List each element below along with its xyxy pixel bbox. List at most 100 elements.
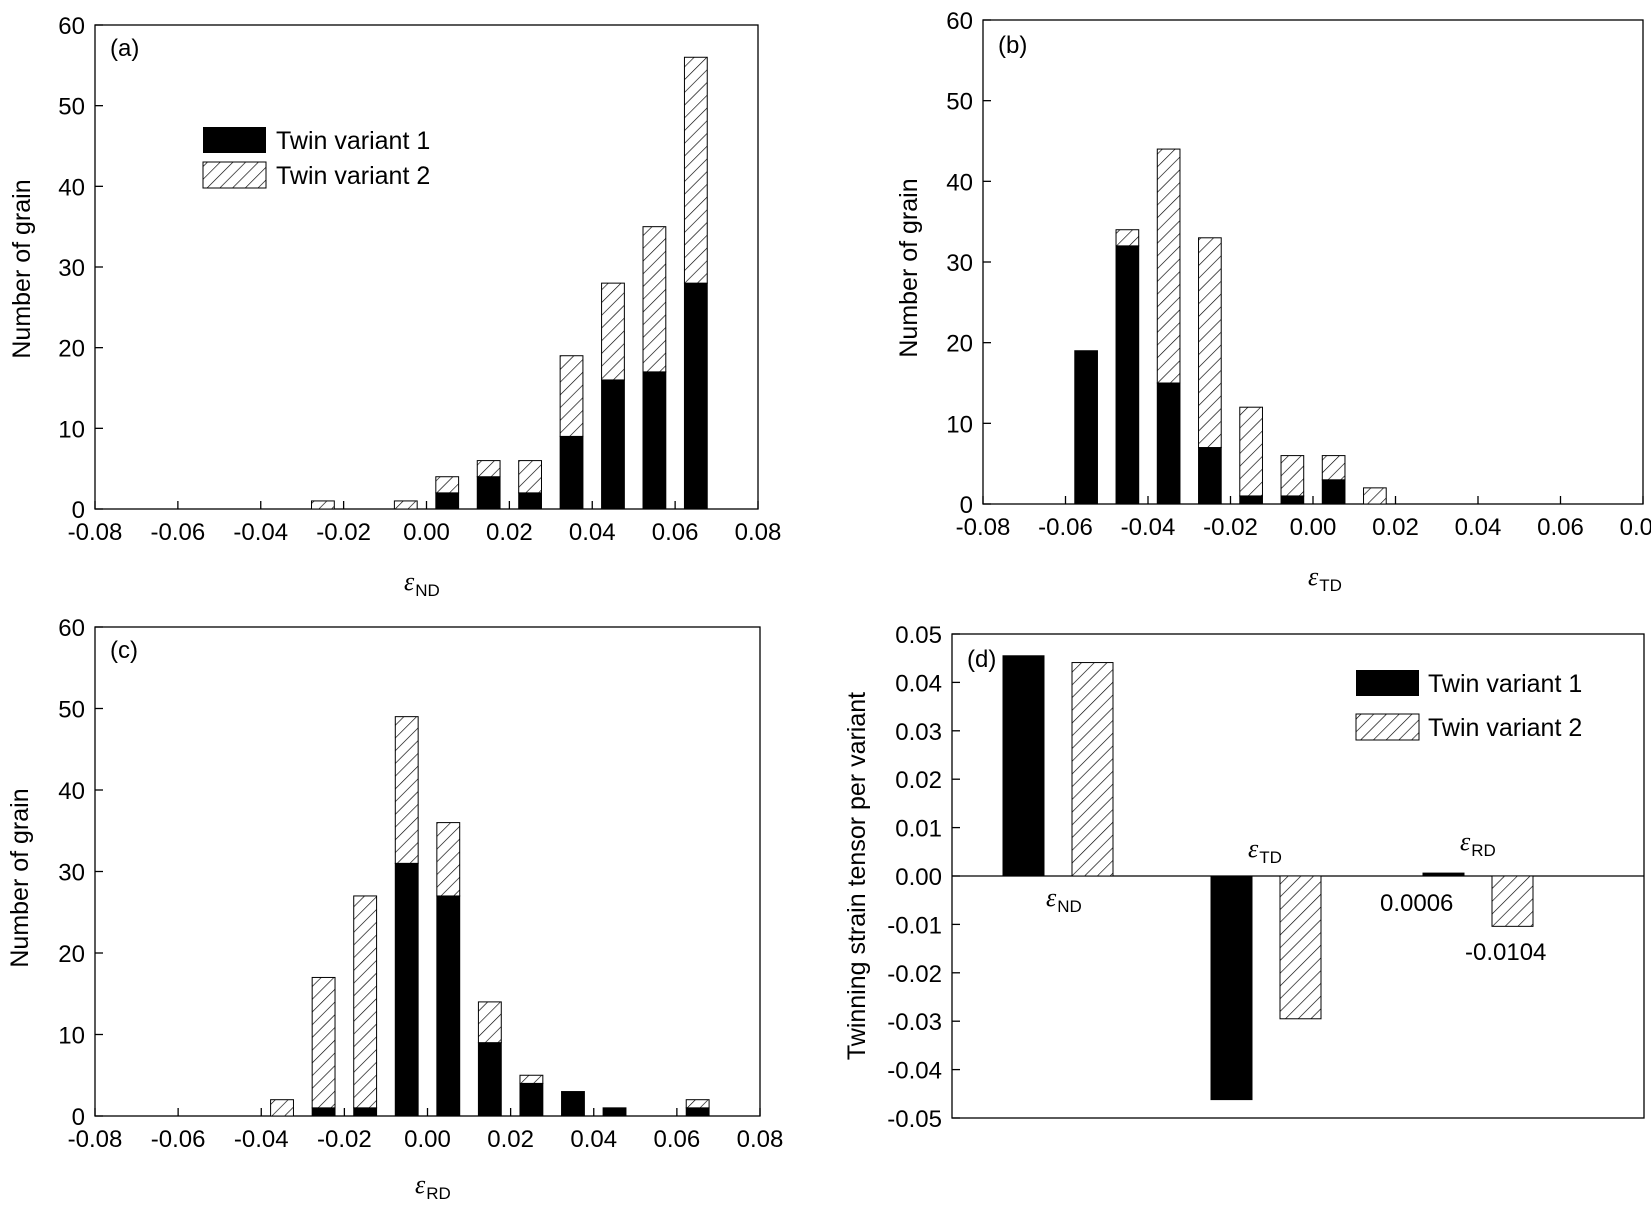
bar-variant-1 xyxy=(477,1042,502,1117)
panel-label-a: (a) xyxy=(110,35,139,62)
y-ticks-d: -0.05 -0.04 -0.03 -0.02 -0.01 0.00 0.01 0.02 0.0… xyxy=(887,622,960,1133)
bar-variant-2 xyxy=(685,1099,710,1109)
bars-c xyxy=(270,716,710,1117)
y-axis-title-d: Twinning strain tensor per variant xyxy=(843,692,871,1060)
x-tick-label: 0.06 xyxy=(652,519,699,546)
y-tick-label: -0.03 xyxy=(887,1009,942,1036)
x-tick-label: -0.04 xyxy=(234,1126,289,1153)
bar-variant-1 xyxy=(559,435,584,510)
bar-variant-2 xyxy=(683,56,708,284)
panel-label-d: (d) xyxy=(967,646,996,673)
x-tick-label: -0.06 xyxy=(1038,514,1093,541)
category-label-nd: εND xyxy=(1046,883,1082,916)
legend-swatch-variant-1-d xyxy=(1356,670,1419,696)
bar-variant-1 xyxy=(435,492,460,510)
bar-variant-2 xyxy=(601,282,625,381)
annotation-rd-variant-2: -0.0104 xyxy=(1465,939,1546,966)
bar-variant-2 xyxy=(1071,662,1114,877)
bar-variant-1 xyxy=(683,282,708,510)
legend-label-variant-2-d: Twin variant 2 xyxy=(1428,714,1582,742)
bar-variant-1 xyxy=(518,492,542,510)
y-tick-label: -0.04 xyxy=(887,1058,942,1085)
x-tick-label: -0.08 xyxy=(68,519,123,546)
panel-b: 0 10 20 30 40 50 60 -0.08 -0.06 -0.04 -0.02 0.00 0.… xyxy=(895,8,1651,595)
x-tick-label: -0.02 xyxy=(317,1126,372,1153)
x-tick-label: -0.02 xyxy=(316,519,371,546)
bar-variant-2 xyxy=(436,822,461,897)
y-tick-label: 20 xyxy=(58,941,85,968)
x-tick-label: -0.02 xyxy=(1203,514,1258,541)
y-tick-label: 30 xyxy=(58,255,85,282)
bar-variant-2 xyxy=(1239,406,1263,497)
bar-variant-2 xyxy=(394,716,419,864)
y-ticks-b: 0 10 20 30 40 50 60 xyxy=(946,8,991,519)
category-label-rd: εRD xyxy=(1460,827,1496,860)
y-tick-label: 0.01 xyxy=(895,816,942,843)
y-tick-label: 40 xyxy=(58,778,85,805)
y-tick-label: 50 xyxy=(58,697,85,724)
bar-variant-2 xyxy=(311,976,336,1109)
x-tick-label: 0.00 xyxy=(1290,514,1337,541)
legend-swatch-variant-1 xyxy=(203,127,266,153)
bar-variant-2 xyxy=(1198,237,1222,449)
y-tick-label: 0.04 xyxy=(895,670,942,697)
y-tick-label: 20 xyxy=(946,331,973,358)
x-tick-label: 0.04 xyxy=(569,519,616,546)
x-tick-label: 0.04 xyxy=(570,1126,617,1153)
y-ticks-c: 0 10 20 30 40 50 60 xyxy=(58,615,103,1131)
bar-variant-1 xyxy=(601,379,625,510)
plot-frame-c xyxy=(94,626,761,1117)
panel-label-b: (b) xyxy=(998,32,1027,59)
bar-variant-2 xyxy=(1491,875,1534,927)
bar-variant-1 xyxy=(1002,655,1045,877)
x-axis-title-b: εTD xyxy=(1308,562,1342,595)
x-tick-label: 0.06 xyxy=(654,1126,701,1153)
y-tick-label: 0.00 xyxy=(895,864,942,891)
y-tick-label: -0.05 xyxy=(887,1106,942,1133)
x-tick-label: 0.04 xyxy=(1455,514,1502,541)
panel-label-c: (c) xyxy=(110,637,138,664)
legend-label-variant-2: Twin variant 2 xyxy=(276,162,430,190)
y-axis-title-b: Number of grain xyxy=(895,178,923,357)
y-tick-label: 30 xyxy=(946,250,973,277)
y-tick-label: 10 xyxy=(58,416,85,443)
bar-variant-2 xyxy=(642,226,667,373)
bar-variant-1 xyxy=(311,1107,336,1117)
bar-variant-2 xyxy=(393,500,418,510)
bar-variant-1 xyxy=(436,895,461,1117)
x-tick-label: -0.06 xyxy=(151,519,206,546)
bars-a xyxy=(311,56,708,510)
y-tick-label: 50 xyxy=(58,94,85,121)
legend-swatch-variant-2-d xyxy=(1355,713,1420,741)
x-tick-label: -0.06 xyxy=(151,1126,206,1153)
bar-variant-2 xyxy=(1363,487,1387,505)
x-tick-label: -0.08 xyxy=(68,1126,123,1153)
y-tick-label: 10 xyxy=(58,1023,85,1050)
panel-a: 0 10 20 30 40 50 60 -0.08 -0.06 -0.04 -0.02 0.00 0.… xyxy=(8,13,781,600)
bar-variant-1 xyxy=(1422,872,1465,877)
bar-variant-2 xyxy=(311,500,335,510)
bar-variant-1 xyxy=(1074,350,1098,505)
bar-variant-2 xyxy=(270,1099,294,1117)
bar-variant-2 xyxy=(559,355,584,437)
x-tick-label: 0.00 xyxy=(404,1126,451,1153)
y-tick-label: 0 xyxy=(72,1104,85,1131)
annotation-rd-variant-1: 0.0006 xyxy=(1380,890,1453,917)
y-tick-label: 0 xyxy=(960,492,973,519)
legend-d: Twin variant 1 Twin variant 2 xyxy=(1355,670,1582,742)
x-axis-title-c: εRD xyxy=(415,1170,451,1203)
x-tick-label: 0.08 xyxy=(735,519,782,546)
x-tick-label: -0.04 xyxy=(233,519,288,546)
y-tick-label: 0.02 xyxy=(895,767,942,794)
x-tick-label: 0.08 xyxy=(737,1126,784,1153)
x-tick-label: -0.04 xyxy=(1121,514,1176,541)
category-label-td: εTD xyxy=(1248,834,1282,867)
y-axis-title-a: Number of grain xyxy=(8,179,36,358)
legend-a: Twin variant 1 Twin variant 2 xyxy=(202,127,430,190)
y-tick-label: 50 xyxy=(946,89,973,116)
bar-variant-1 xyxy=(353,1107,378,1117)
bar-variant-2 xyxy=(518,460,542,494)
bar-variant-1 xyxy=(519,1082,544,1117)
bars-d xyxy=(1002,655,1534,1101)
x-ticks-a: -0.08 -0.06 -0.04 -0.02 0.00 0.02 0.04 0.06 0.08 xyxy=(68,501,782,546)
